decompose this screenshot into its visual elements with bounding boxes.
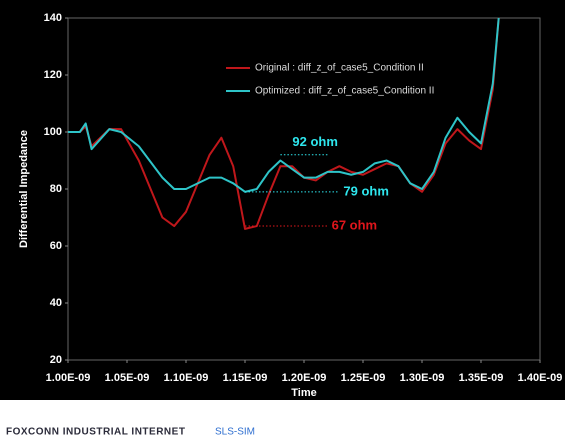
plot-area	[68, 18, 500, 230]
x-axis-label: Time	[291, 387, 316, 399]
y-tick-label: 60	[50, 240, 62, 252]
footer-product: SLS-SIM	[215, 427, 255, 438]
x-tick-label: 1.20E-09	[282, 372, 327, 384]
legend-label: Original : diff_z_of_case5_Condition II	[255, 63, 424, 74]
legend-label: Optimized : diff_z_of_case5_Condition II	[255, 86, 434, 97]
y-tick-label: 20	[50, 354, 62, 366]
y-tick-label: 40	[50, 297, 62, 309]
x-tick-label: 1.25E-09	[341, 372, 386, 384]
x-tick-label: 1.30E-09	[400, 372, 445, 384]
annotation-label: 79 ohm	[343, 183, 389, 198]
annotation-label: 92 ohm	[292, 134, 338, 149]
series-line	[68, 18, 500, 230]
y-tick-label: 100	[44, 126, 62, 138]
footer-brand: FOXCONN INDUSTRIAL INTERNET	[6, 427, 185, 438]
series-line	[68, 18, 500, 193]
y-tick-label: 80	[50, 183, 62, 195]
x-tick-label: 1.00E-09	[46, 372, 91, 384]
y-tick-label: 140	[44, 12, 62, 24]
y-axis-label: Differential Impedance	[18, 130, 30, 248]
annotation-label: 67 ohm	[332, 217, 378, 232]
x-tick-label: 1.40E-09	[518, 372, 563, 384]
x-tick-label: 1.10E-09	[164, 372, 209, 384]
x-tick-label: 1.05E-09	[105, 372, 150, 384]
y-tick-label: 120	[44, 69, 62, 81]
chart-panel	[0, 0, 565, 400]
x-tick-label: 1.35E-09	[459, 372, 504, 384]
x-tick-label: 1.15E-09	[223, 372, 268, 384]
